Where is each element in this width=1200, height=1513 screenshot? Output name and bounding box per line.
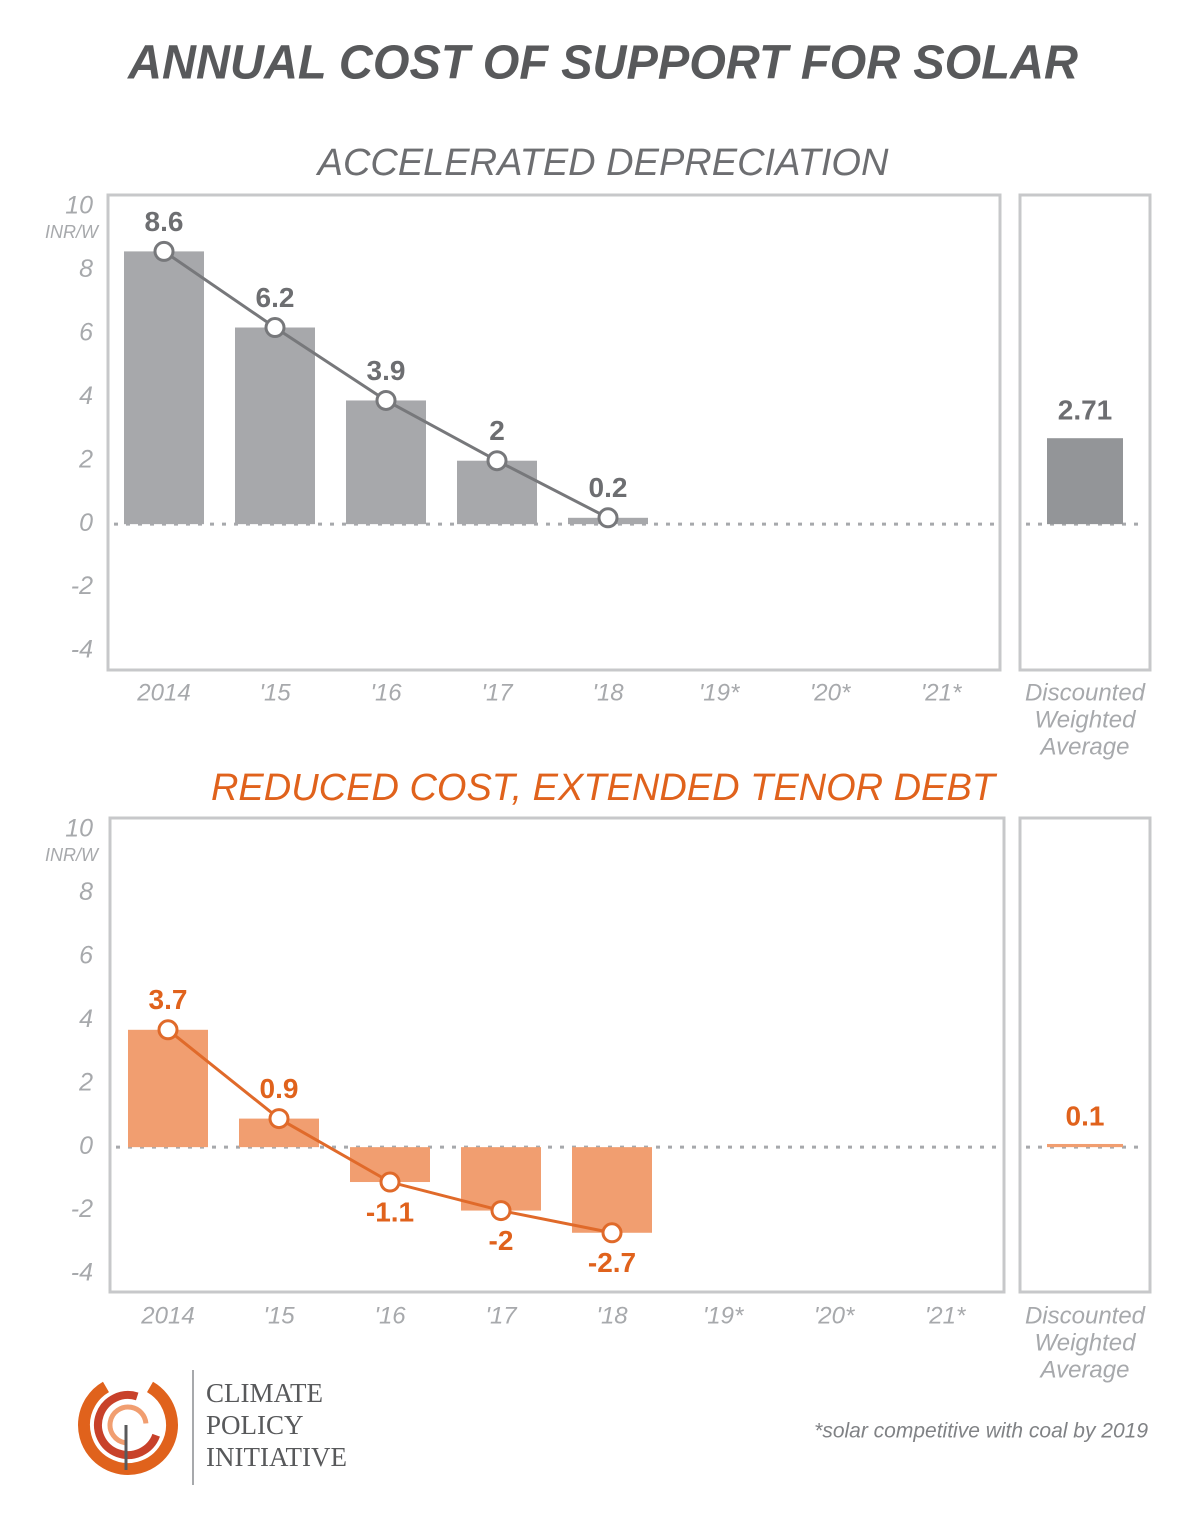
x-tick-label: '15 — [263, 1302, 295, 1329]
y-tick-label: 6 — [79, 318, 93, 346]
data-label: 0.9 — [260, 1073, 299, 1104]
data-label: -2 — [489, 1225, 514, 1256]
point-marker — [268, 1108, 290, 1130]
chart-title: ACCELERATED DEPRECIATION — [316, 142, 889, 184]
x-tick-label: '19* — [703, 1302, 744, 1329]
x-tick-label: '21* — [921, 679, 962, 706]
summary-caption: Weighted — [1035, 706, 1137, 733]
logo-ring — [107, 1404, 149, 1446]
y-tick-label: 10 — [65, 192, 93, 220]
data-label: 2 — [489, 415, 505, 446]
data-label: -1.1 — [366, 1196, 414, 1227]
logo-ring — [78, 1375, 178, 1475]
y-tick-label: -2 — [71, 572, 93, 600]
bar — [128, 1029, 208, 1148]
y-axis-unit: INR/W — [45, 845, 100, 865]
point-marker — [490, 1200, 512, 1222]
data-label: 6.2 — [256, 282, 295, 313]
y-tick-label: 4 — [79, 1005, 93, 1033]
y-tick-label: 8 — [79, 255, 93, 283]
summary-label-value: 2.71 — [1058, 395, 1113, 426]
x-tick-label: '16 — [374, 1302, 406, 1329]
data-label: 0.2 — [589, 472, 628, 503]
logo-ring — [94, 1391, 162, 1459]
x-tick-label: '21* — [925, 1302, 966, 1329]
x-tick-label: '16 — [370, 679, 402, 706]
y-tick-label: -2 — [71, 1195, 93, 1223]
summary-caption: Average — [1039, 733, 1130, 760]
summary-caption: Discounted — [1025, 1302, 1146, 1329]
x-tick-label: 2014 — [140, 1302, 194, 1329]
logo-text: CLIMATE — [206, 1378, 323, 1408]
x-tick-label: '18 — [592, 679, 624, 706]
bar — [572, 1147, 652, 1233]
point-marker — [597, 507, 619, 529]
y-tick-label: 6 — [79, 941, 93, 969]
x-tick-label: '17 — [485, 1302, 518, 1329]
point-marker — [375, 389, 397, 411]
y-tick-label: 0 — [79, 509, 93, 537]
x-tick-label: '20* — [810, 679, 851, 706]
x-tick-label: '17 — [481, 679, 514, 706]
y-axis-unit: INR/W — [45, 222, 100, 242]
page-title: ANNUAL COST OF SUPPORT FOR SOLAR — [127, 37, 1078, 90]
y-tick-label: 2 — [78, 445, 93, 473]
point-marker — [264, 317, 286, 339]
summary-caption: Weighted — [1035, 1329, 1137, 1356]
summary-bar — [1047, 438, 1123, 525]
bar — [235, 327, 315, 525]
chart-title: REDUCED COST, EXTENDED TENOR DEBT — [211, 767, 998, 809]
y-tick-label: 10 — [65, 815, 93, 843]
y-tick-label: 2 — [78, 1068, 93, 1096]
data-label: 8.6 — [145, 206, 184, 237]
footnote: *solar competitive with coal by 2019 — [814, 1420, 1148, 1443]
summary-caption: Average — [1039, 1356, 1130, 1383]
point-marker — [486, 450, 508, 472]
point-marker — [601, 1222, 623, 1244]
y-tick-label: 8 — [79, 878, 93, 906]
summary-caption: Discounted — [1025, 679, 1146, 706]
logo-text: INITIATIVE — [206, 1442, 347, 1472]
data-label: -2.7 — [588, 1247, 636, 1278]
y-tick-label: -4 — [71, 636, 93, 664]
bar — [124, 251, 204, 525]
summary-label-value: 0.1 — [1066, 1100, 1105, 1131]
x-tick-label: '15 — [259, 679, 291, 706]
summary-bar — [1047, 1143, 1123, 1148]
bar — [461, 1147, 541, 1211]
y-tick-label: 0 — [79, 1132, 93, 1160]
summary-frame — [1018, 816, 1152, 1294]
logo-text: POLICY — [206, 1410, 304, 1440]
summary-frame — [1018, 193, 1152, 672]
y-tick-label: -4 — [71, 1259, 93, 1287]
plot-frame — [108, 816, 1006, 1294]
plot-frame — [106, 193, 1002, 672]
x-tick-label: '20* — [814, 1302, 855, 1329]
logo: CLIMATE POLICY INITIATIVE — [78, 1370, 347, 1485]
data-label: 3.9 — [367, 355, 406, 386]
point-marker — [153, 240, 175, 262]
point-marker — [157, 1019, 179, 1041]
point-marker — [379, 1171, 401, 1193]
x-tick-label: '19* — [699, 679, 740, 706]
x-tick-label: 2014 — [136, 679, 190, 706]
bar — [457, 460, 537, 525]
data-label: 3.7 — [149, 984, 188, 1015]
x-tick-label: '18 — [596, 1302, 628, 1329]
y-tick-label: 4 — [79, 382, 93, 410]
bar — [346, 400, 426, 525]
